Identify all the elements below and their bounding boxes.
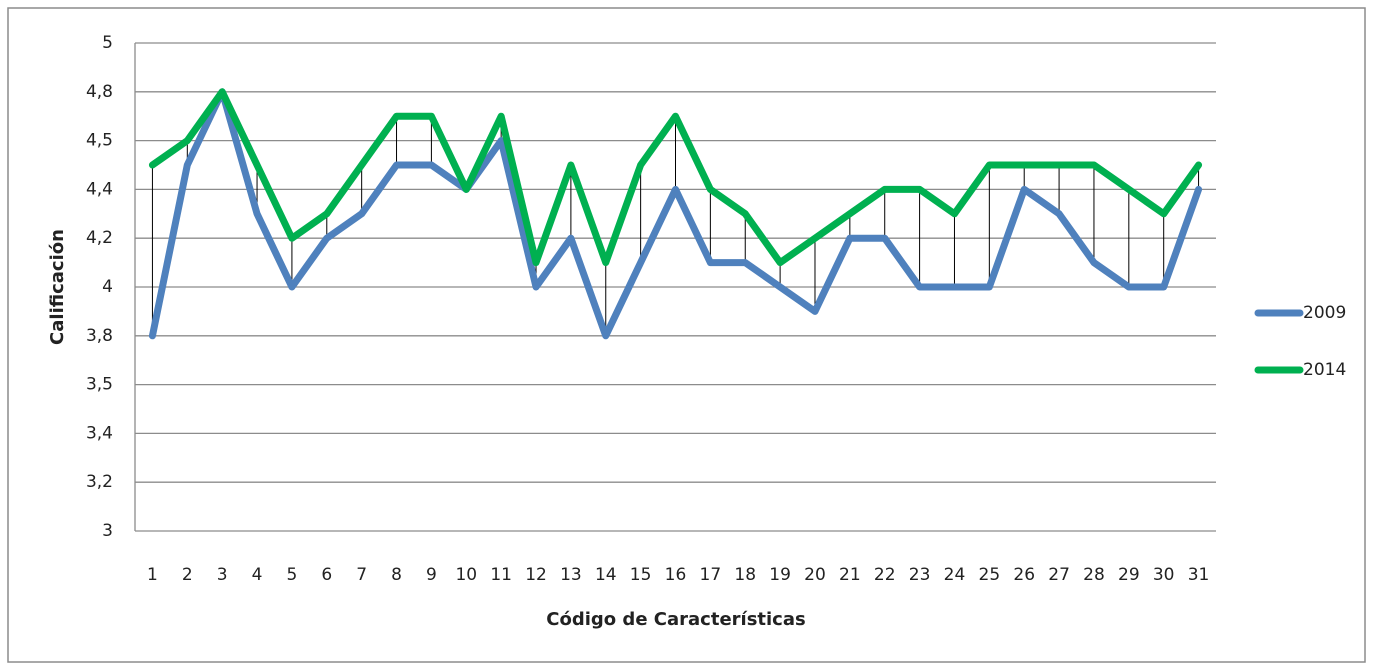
x-tick-label: 29 bbox=[1118, 565, 1140, 585]
x-tick-label: 5 bbox=[287, 565, 298, 585]
y-tick-label: 4,2 bbox=[86, 228, 113, 248]
x-tick-label: 28 bbox=[1083, 565, 1105, 585]
x-tick-label: 22 bbox=[874, 565, 896, 585]
x-tick-label: 30 bbox=[1153, 565, 1175, 585]
y-tick-label: 5 bbox=[102, 33, 113, 53]
legend-label: 2009 bbox=[1303, 303, 1346, 323]
x-tick-label: 2 bbox=[182, 565, 193, 585]
x-tick-label: 12 bbox=[525, 565, 547, 585]
legend-label: 2014 bbox=[1303, 360, 1346, 380]
x-tick-label: 25 bbox=[979, 565, 1001, 585]
x-tick-label: 13 bbox=[560, 565, 582, 585]
y-tick-label: 3,4 bbox=[86, 423, 113, 443]
x-tick-label: 1 bbox=[147, 565, 158, 585]
x-tick-label: 19 bbox=[769, 565, 791, 585]
x-tick-label: 11 bbox=[490, 565, 512, 585]
x-tick-label: 18 bbox=[734, 565, 756, 585]
x-tick-label: 16 bbox=[665, 565, 687, 585]
x-tick-label: 31 bbox=[1188, 565, 1210, 585]
y-tick-label: 4,8 bbox=[86, 82, 113, 102]
series-line bbox=[148, 88, 1203, 267]
x-tick-label: 7 bbox=[356, 565, 367, 585]
x-tick-label: 24 bbox=[944, 565, 966, 585]
y-tick-label: 4,5 bbox=[86, 131, 113, 151]
x-tick-label: 21 bbox=[839, 565, 861, 585]
x-tick-label: 15 bbox=[630, 565, 652, 585]
y-tick-label: 4,4 bbox=[86, 179, 113, 199]
x-tick-label: 8 bbox=[391, 565, 402, 585]
x-tick-label: 23 bbox=[909, 565, 931, 585]
x-tick-label: 6 bbox=[321, 565, 332, 585]
series-line bbox=[148, 88, 1203, 340]
y-tick-label: 4 bbox=[102, 277, 113, 297]
x-tick-label: 20 bbox=[804, 565, 826, 585]
x-tick-label: 10 bbox=[455, 565, 477, 585]
y-tick-label: 3,2 bbox=[86, 472, 113, 492]
x-tick-label: 17 bbox=[700, 565, 722, 585]
y-tick-label: 3 bbox=[102, 521, 113, 541]
x-tick-label: 27 bbox=[1048, 565, 1070, 585]
x-tick-label: 9 bbox=[426, 565, 437, 585]
y-tick-label: 3,8 bbox=[86, 326, 113, 346]
y-axis-title: Calificación bbox=[47, 229, 68, 345]
x-tick-label: 26 bbox=[1013, 565, 1035, 585]
x-tick-label: 14 bbox=[595, 565, 617, 585]
x-axis-title: Código de Características bbox=[546, 609, 805, 630]
x-tick-label: 4 bbox=[252, 565, 263, 585]
y-tick-label: 3,5 bbox=[86, 375, 113, 395]
x-tick-label: 3 bbox=[217, 565, 228, 585]
